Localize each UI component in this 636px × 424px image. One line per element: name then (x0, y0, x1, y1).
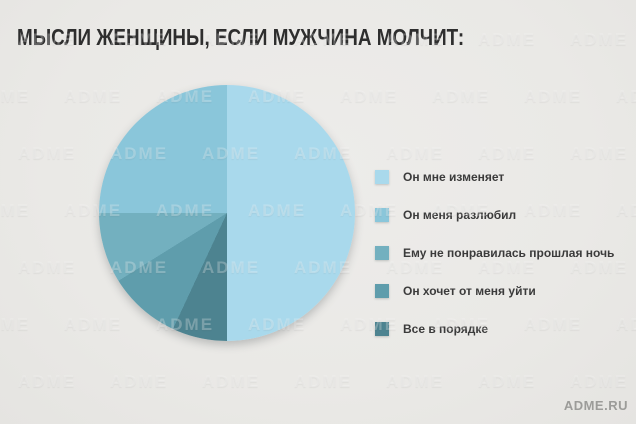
adme-watermark-tile: ADME (18, 258, 77, 277)
adme-watermark-tile: ADME (478, 30, 537, 49)
adme-watermark-tile: ADME (340, 87, 399, 106)
adme-watermark-tile: ADME (616, 315, 636, 334)
legend-swatch (375, 170, 389, 184)
adme-watermark-tile: ADME (386, 372, 445, 391)
legend-item: Все в порядке (375, 322, 614, 336)
adme-watermark-tile: ADME (294, 372, 353, 391)
legend-label: Он меня разлюбил (403, 208, 517, 222)
adme-watermark-tile: ADME (0, 201, 31, 220)
legend-label: Он хочет от меня уйти (403, 284, 536, 298)
legend-label: Ему не понравилась прошлая ночь (403, 246, 615, 260)
adme-watermark-tile: ADME (478, 372, 537, 391)
legend-item: Ему не понравилась прошлая ночь (375, 246, 614, 260)
adme-watermark-tile: ADME (524, 87, 583, 106)
legend: Он мне изменяет Он меня разлюбил Ему не … (375, 170, 614, 336)
page-title: МЫСЛИ ЖЕНЩИНЫ, ЕСЛИ МУЖЧИНА МОЛЧИТ: (17, 24, 465, 50)
adme-watermark-tile: ADME (570, 30, 629, 49)
legend-item: Он хочет от меня уйти (375, 284, 614, 298)
adme-watermark-tile: ADME (616, 201, 636, 220)
legend-swatch (375, 322, 389, 336)
adme-watermark-tile: ADME (18, 144, 77, 163)
adme-watermark-tile: ADME (18, 372, 77, 391)
adme-watermark-tile: ADME (616, 87, 636, 106)
adme-watermark-tile: ADME (0, 87, 31, 106)
adme-watermark-tile: ADME (432, 87, 491, 106)
adme-watermark-tile: ADME (64, 315, 123, 334)
pie-chart (99, 85, 355, 341)
legend-item: Он меня разлюбил (375, 208, 614, 222)
adme-watermark-tile: ADME (202, 372, 261, 391)
adme-watermark-tile: ADME (570, 144, 629, 163)
adme-watermark-tile: ADME (64, 87, 123, 106)
legend-swatch (375, 208, 389, 222)
adme-watermark-tile: ADME (478, 144, 537, 163)
legend-swatch (375, 246, 389, 260)
legend-label: Все в порядке (403, 322, 489, 336)
adme-watermark-tile: ADME (110, 372, 169, 391)
adme-watermark-tile: ADME (570, 372, 629, 391)
legend-label: Он мне изменяет (403, 170, 505, 184)
legend-swatch (375, 284, 389, 298)
adme-ru-brandmark: ADME.RU (563, 398, 628, 413)
legend-item: Он мне изменяет (375, 170, 614, 184)
adme-watermark-tile: ADME (0, 315, 31, 334)
adme-watermark-tile: ADME (386, 144, 445, 163)
